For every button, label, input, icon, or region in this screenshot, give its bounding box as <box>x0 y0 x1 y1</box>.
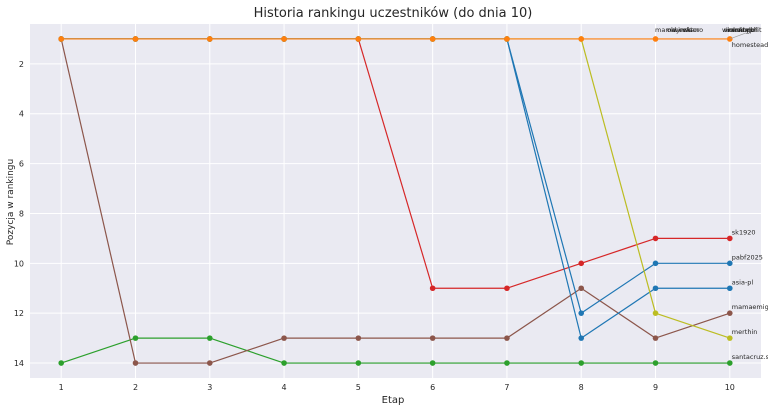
end-label: santacruz.sports <box>732 353 768 361</box>
series-point-0 <box>578 360 585 366</box>
series-point-5 <box>652 310 659 316</box>
y-tick-label: 6 <box>19 160 24 169</box>
series-point-6 <box>652 36 659 42</box>
series-point-0 <box>58 360 65 366</box>
x-tick-label: 5 <box>356 383 361 392</box>
series-point-1 <box>578 285 585 292</box>
series-point-6 <box>58 36 65 42</box>
y-tick-label: 2 <box>19 60 24 69</box>
series-point-2 <box>429 285 436 292</box>
series-point-4 <box>726 285 733 292</box>
plot-area <box>30 24 761 378</box>
x-tick-label: 7 <box>504 383 509 392</box>
series-point-6 <box>504 36 510 42</box>
series-point-2 <box>726 235 733 242</box>
x-axis-label: Etap <box>382 395 405 406</box>
series-point-1 <box>281 335 287 341</box>
end-label: mamaemigrantefit <box>732 303 768 311</box>
y-tick-label: 4 <box>19 110 24 119</box>
series-point-5 <box>726 335 733 341</box>
series-point-0 <box>132 335 139 341</box>
series-point-0 <box>652 360 659 366</box>
end-label: homesteadit <box>732 41 768 49</box>
x-tick-label: 8 <box>579 383 584 392</box>
series-lines <box>58 36 733 366</box>
series-point-0 <box>206 335 213 341</box>
series-point-1 <box>652 335 659 341</box>
end-label: asia-pl <box>732 278 754 286</box>
series-point-6 <box>578 36 585 42</box>
series-point-1 <box>206 360 213 366</box>
end-label: pabf2025 <box>732 253 763 261</box>
series-end-labels: sk1920 pabf2025 asia-pl mamaemigrantefit mer… <box>655 26 768 361</box>
series-point-0 <box>355 360 362 366</box>
x-tick-label: 3 <box>207 383 212 392</box>
series-point-6 <box>281 36 287 42</box>
chart-title: Historia rankingu uczestników (do dnia 1… <box>254 6 533 21</box>
series-point-3 <box>726 260 733 267</box>
series-point-6 <box>132 36 139 42</box>
x-tick-label: 6 <box>430 383 435 392</box>
end-label: merthin <box>732 328 758 336</box>
top-label: mama <box>655 26 676 34</box>
top-label: wiolenty <box>722 26 750 34</box>
series-point-0 <box>504 360 510 366</box>
top-label: ineskorph <box>726 26 758 34</box>
series-line-0 <box>61 337 730 364</box>
series-point-1 <box>429 335 436 341</box>
series-point-3 <box>578 310 585 316</box>
series-point-0 <box>726 360 733 366</box>
x-tick-label: 10 <box>725 383 735 392</box>
y-tick-label: 12 <box>14 309 24 318</box>
y-tick-label: 10 <box>14 259 24 268</box>
y-tick-label: 8 <box>19 209 24 218</box>
series-point-0 <box>281 360 287 366</box>
x-tick-label: 9 <box>653 383 658 392</box>
label-leader-line <box>729 32 747 40</box>
top-label: dyrektor <box>672 26 700 34</box>
x-tick-label: 2 <box>133 383 138 392</box>
series-point-2 <box>652 235 659 242</box>
y-axis-label: Pozycja w rankingu <box>6 159 16 245</box>
x-tick-label: 4 <box>282 383 287 392</box>
top-label: ewa <box>679 26 692 34</box>
top-label: marcingo <box>724 26 754 34</box>
series-point-0 <box>429 360 436 366</box>
y-tick-label: 14 <box>14 359 24 368</box>
series-point-4 <box>652 285 659 292</box>
series-point-1 <box>504 335 510 341</box>
series-point-1 <box>132 360 139 366</box>
series-point-6 <box>429 36 436 42</box>
series-point-3 <box>652 260 659 267</box>
top-label: mentalbfit <box>728 26 762 34</box>
series-point-1 <box>726 310 733 316</box>
series-point-2 <box>578 260 585 267</box>
series-point-4 <box>578 335 585 341</box>
series-point-1 <box>355 335 362 341</box>
series-point-2 <box>504 285 510 292</box>
top-label: olwinskano <box>667 26 703 34</box>
series-point-6 <box>355 36 362 42</box>
x-tick-label: 1 <box>59 383 64 392</box>
series-point-6 <box>206 36 213 42</box>
end-label: sk1920 <box>732 228 756 236</box>
